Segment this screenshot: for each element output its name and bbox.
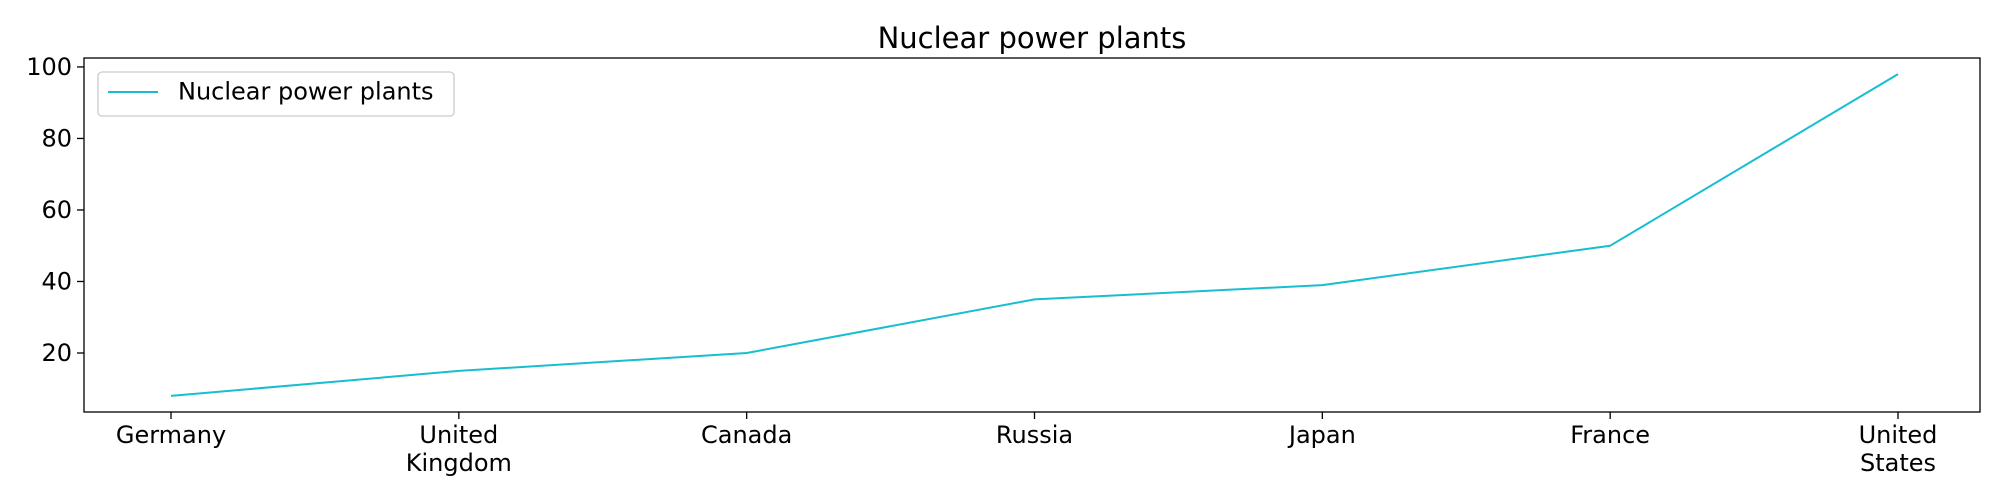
y-axis: 20 40 60 80 100 (26, 53, 84, 367)
x-tick-label: France (1570, 421, 1650, 449)
x-axis: Germany United Kingdom Canada Russia Japan Fra… (116, 412, 1938, 477)
x-tick-label: United Kingdom (406, 421, 512, 477)
x-tick-label: Russia (996, 421, 1073, 449)
y-tick-label: 100 (26, 53, 72, 81)
y-tick-label: 60 (41, 196, 72, 224)
plot-area-frame (83, 57, 1981, 413)
x-tick-label: United States (1859, 421, 1938, 477)
chart-title: Nuclear power plants (878, 21, 1187, 55)
legend-label: Nuclear power plants (178, 78, 434, 106)
y-tick-label: 40 (41, 267, 72, 295)
x-tick-label: Japan (1287, 421, 1356, 449)
y-tick-label: 80 (41, 124, 72, 152)
legend-box (97, 71, 455, 117)
series-line (170, 73, 1899, 397)
legend: Nuclear power plants (97, 71, 455, 117)
series-layer (170, 73, 1899, 397)
x-tick-label: Canada (701, 421, 792, 449)
x-tick-label: Germany (116, 421, 226, 449)
y-tick-label: 20 (41, 339, 72, 367)
